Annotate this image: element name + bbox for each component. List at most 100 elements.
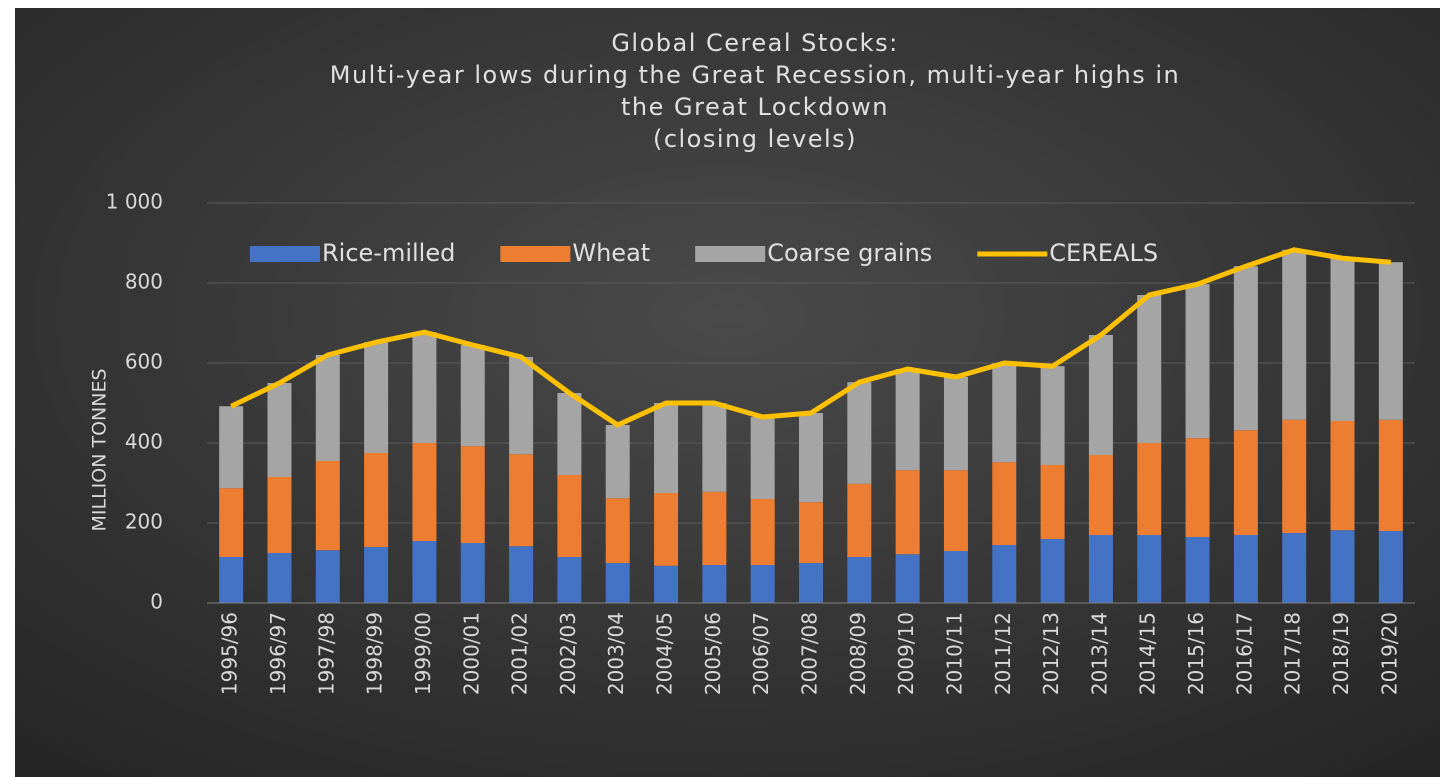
bar-segment <box>1088 455 1113 535</box>
x-tick-label: 2004/05 <box>653 612 677 695</box>
x-tick-label: 2011/12 <box>991 612 1015 695</box>
bar-segment <box>557 475 582 557</box>
x-tick-label: 2006/07 <box>749 612 773 695</box>
x-tick-label: 2010/11 <box>942 612 966 695</box>
bar-segment <box>943 470 968 551</box>
bar-segment <box>992 545 1017 603</box>
x-tick-label: 2007/08 <box>798 612 822 695</box>
bar-segment <box>315 461 340 551</box>
x-tick-label: 1998/99 <box>363 612 387 695</box>
bar-segment <box>364 453 389 547</box>
bar-segment <box>412 541 437 603</box>
bar-segment <box>943 551 968 603</box>
bar-segment <box>1088 535 1113 603</box>
bar-segment <box>1040 539 1065 603</box>
bar-segment <box>895 554 920 603</box>
bar-segment <box>219 406 244 489</box>
bar-segment <box>267 477 292 553</box>
bar-segment <box>654 493 679 566</box>
chart-title: Global Cereal Stocks: <box>611 29 898 57</box>
chart-title: Multi-year lows during the Great Recessi… <box>330 61 1180 89</box>
bar-segment <box>750 417 775 499</box>
legend-label: CEREALS <box>1049 239 1158 267</box>
bar-segment <box>847 557 872 603</box>
x-tick-label: 2015/16 <box>1184 612 1208 695</box>
x-tick-label: 2001/02 <box>508 612 532 695</box>
bar-segment <box>460 446 485 543</box>
bar-segment <box>654 565 679 603</box>
bar-segment <box>412 443 437 541</box>
bar-segment <box>605 498 630 563</box>
x-tick-label: 2002/03 <box>556 612 580 695</box>
bar-segment <box>315 355 340 461</box>
bar-segment <box>509 546 534 603</box>
bar-segment <box>315 550 340 603</box>
bar-segment <box>557 393 582 475</box>
bar-segment <box>1330 530 1355 603</box>
bar-segment <box>799 563 823 603</box>
x-tick-label: 2013/14 <box>1087 612 1111 695</box>
bar-segment <box>702 403 727 492</box>
x-tick-label: 2009/10 <box>894 612 918 695</box>
x-tick-label: 2016/17 <box>1232 612 1256 695</box>
bar-segment <box>847 483 872 557</box>
bar-segment <box>750 565 775 603</box>
bar-segment <box>1137 535 1162 603</box>
x-tick-label: 1997/98 <box>314 612 338 695</box>
bar-segment <box>702 491 727 565</box>
bar-segment <box>1185 438 1210 537</box>
bar-segment <box>895 369 920 471</box>
y-tick-label: 0 <box>150 590 163 614</box>
bar-segment <box>992 462 1017 545</box>
bar-segment <box>509 454 534 547</box>
bar-segment <box>1233 430 1258 535</box>
y-tick-label: 800 <box>125 270 163 294</box>
bar-segment <box>1088 335 1113 455</box>
x-tick-label: 2012/13 <box>1039 612 1063 695</box>
bar-segment <box>219 557 244 603</box>
x-tick-label: 2018/19 <box>1329 612 1353 695</box>
bar-segment <box>799 502 823 563</box>
x-tick-label: 2005/06 <box>701 612 725 695</box>
x-tick-label: 2017/18 <box>1281 612 1305 695</box>
x-tick-label: 2008/09 <box>846 612 870 695</box>
bar-segment <box>1137 295 1162 443</box>
x-tick-label: 2000/01 <box>459 612 483 695</box>
bar-segment <box>509 357 534 455</box>
bar-segment <box>1040 366 1065 465</box>
bar-segment <box>799 413 823 503</box>
bar-segment <box>460 543 485 603</box>
bar-segment <box>1185 284 1210 439</box>
bar-segment <box>1233 266 1258 431</box>
legend-label: Rice-milled <box>322 239 455 267</box>
bar-segment <box>267 553 292 603</box>
legend-swatch <box>500 246 571 262</box>
line-series <box>230 247 1392 428</box>
bar-segment <box>364 547 389 603</box>
y-tick-label: 600 <box>125 350 163 374</box>
bar-segment <box>1233 535 1258 603</box>
bar-segment <box>267 383 292 477</box>
bar-segment <box>1185 537 1210 603</box>
y-axis-label: MILLION TONNES <box>89 368 111 531</box>
legend-swatch <box>695 246 766 262</box>
bar-segment <box>1330 258 1355 421</box>
x-tick-label: 1995/96 <box>218 612 242 695</box>
bar-segment <box>992 363 1017 463</box>
bar-segment <box>1282 533 1307 603</box>
x-tick-label: 1999/00 <box>411 612 435 695</box>
x-tick-label: 2019/20 <box>1377 612 1401 695</box>
chart-title: (closing levels) <box>653 125 857 153</box>
bar-segment <box>1137 443 1162 535</box>
bar-segment <box>364 342 389 453</box>
x-tick-label: 1996/97 <box>266 612 290 695</box>
bar-segment <box>412 332 437 443</box>
bar-segment <box>750 499 775 565</box>
bar-segment <box>1330 421 1355 531</box>
y-tick-label: 400 <box>125 430 163 454</box>
x-tick-label: 2014/15 <box>1136 612 1160 695</box>
bar-segment <box>654 403 679 493</box>
bar-segment <box>219 488 244 557</box>
